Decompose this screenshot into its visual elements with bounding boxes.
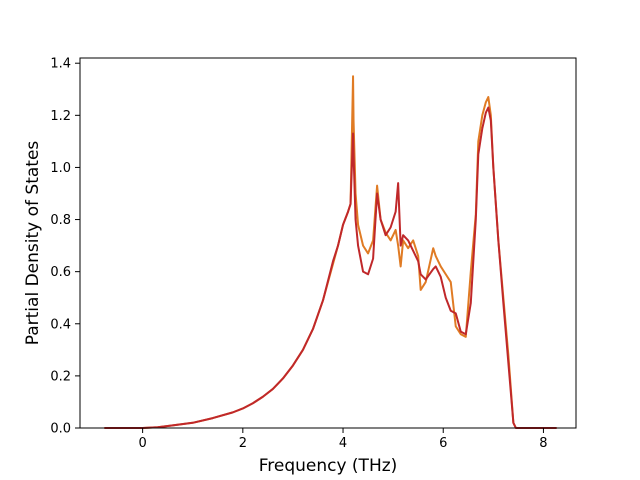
x-tick-label: 8 (539, 436, 547, 451)
x-tick-label: 2 (239, 436, 247, 451)
y-tick-label: 1.2 (50, 109, 71, 124)
series-line-2 (104, 106, 557, 429)
plot-area-frame (79, 57, 577, 429)
y-tick-label: 0.0 (50, 422, 71, 437)
x-tick-label: 4 (339, 436, 347, 451)
series-layer (104, 75, 557, 429)
y-tick-label: 1.0 (50, 161, 71, 176)
x-tick-label: 0 (138, 436, 146, 451)
y-tick-label: 1.4 (50, 57, 71, 72)
y-tick-label: 0.8 (50, 213, 71, 228)
x-axis-ticks: 0 2 4 6 8 (138, 428, 548, 451)
y-tick-label: 0.6 (50, 265, 71, 280)
y-axis-ticks: 0.0 0.2 0.4 0.6 0.8 1.0 1.2 1.4 (50, 57, 80, 437)
y-axis-title: Partial Density of States (23, 141, 43, 346)
x-axis-title: Frequency (THz) (259, 456, 398, 476)
y-tick-label: 0.2 (50, 369, 71, 384)
y-tick-label: 0.4 (50, 317, 71, 332)
x-tick-label: 6 (439, 436, 447, 451)
